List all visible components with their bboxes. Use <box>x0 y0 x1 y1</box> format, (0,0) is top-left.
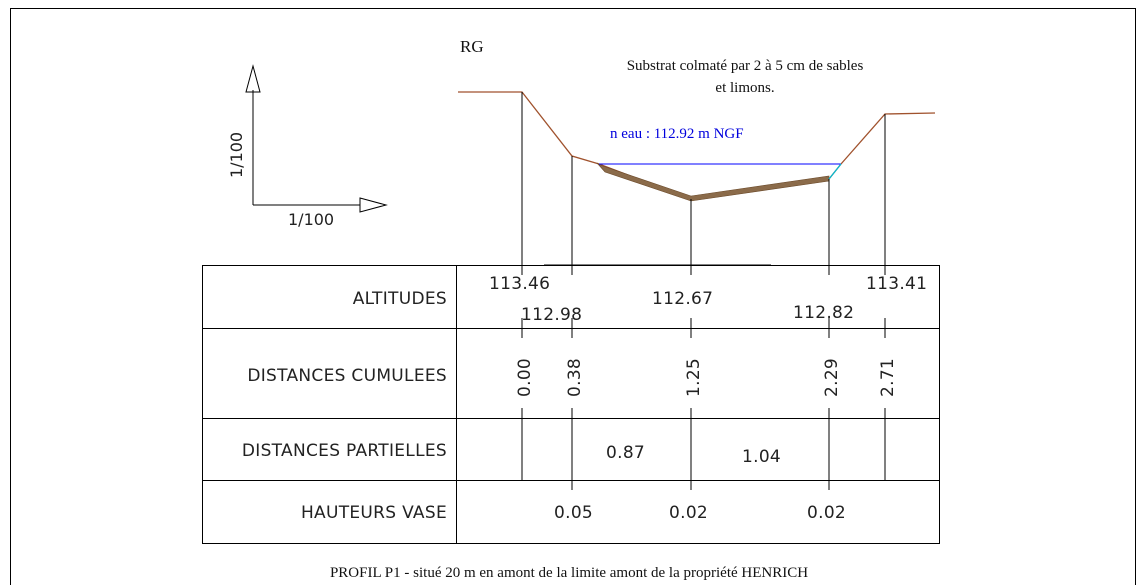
distance-cumulee-value: 1.25 <box>684 358 704 397</box>
vertical-arrow-icon <box>245 64 261 93</box>
distance-cumulee-value: 2.29 <box>822 358 842 397</box>
horizontal-scale-label: 1/100 <box>288 210 334 229</box>
vertical-scale-label: 1/100 <box>227 132 246 178</box>
row-header-altitudes: ALTITUDES <box>353 289 447 309</box>
row-header-distances-cumulees: DISTANCES CUMULEES <box>247 366 447 386</box>
profile-caption: PROFIL P1 - situé 20 m en amont de la li… <box>330 565 808 581</box>
horizontal-arrow-icon <box>359 197 388 213</box>
distance-cumulee-value: 0.00 <box>515 358 535 397</box>
data-table <box>202 265 940 544</box>
station-lines <box>521 92 886 266</box>
altitude-value: 113.41 <box>866 274 927 294</box>
substrate-note-line2: et limons. <box>715 80 774 96</box>
row-header-hauteurs-vase: HAUTEURS VASE <box>301 503 447 523</box>
distance-partielle-value: 0.87 <box>606 443 645 463</box>
sediment-layer <box>596 162 830 202</box>
water-edge-line <box>828 163 842 180</box>
hauteur-vase-value: 0.05 <box>554 503 593 523</box>
altitude-value: 112.98 <box>521 305 582 325</box>
altitude-value: 113.46 <box>489 274 550 294</box>
drawing-frame <box>10 8 1136 585</box>
altitude-value: 112.67 <box>652 289 713 309</box>
header-label: RG <box>460 37 484 56</box>
distance-partielle-value: 1.04 <box>742 447 781 467</box>
water-level-label: n eau : 112.92 m NGF <box>610 126 744 142</box>
scale-indicator: 1/100 1/100 <box>227 64 388 229</box>
altitude-value: 112.82 <box>793 303 854 323</box>
row-header-distances-partielles: DISTANCES PARTIELLES <box>242 441 447 461</box>
hauteur-vase-value: 0.02 <box>807 503 846 523</box>
substrate-note-line1: Substrat colmaté par 2 à 5 cm de sables <box>627 58 864 74</box>
distance-cumulee-value: 0.38 <box>565 358 585 397</box>
hauteur-vase-value: 0.02 <box>669 503 708 523</box>
distance-cumulee-value: 2.71 <box>878 358 898 397</box>
ground-profile-line <box>458 91 936 200</box>
